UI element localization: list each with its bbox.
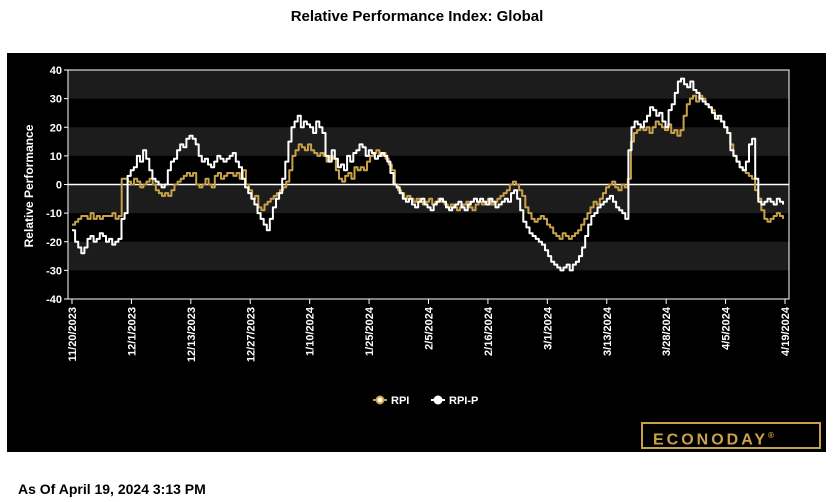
logo-text: ECONODAY	[653, 431, 768, 449]
y-tick-label: -20	[46, 237, 62, 249]
x-tick-label: 12/1/2023	[126, 307, 138, 356]
as-of-timestamp: As Of April 19, 2024 3:13 PM	[18, 481, 206, 497]
legend-label: RPI	[391, 395, 409, 407]
y-tick-label: -10	[46, 208, 62, 220]
series-lines	[72, 77, 784, 272]
registered-mark-icon: ®	[767, 431, 774, 440]
x-axis: 11/20/2023 12/1/2023 12/13/2023 12/27/2023 1…	[67, 299, 792, 362]
y-tick-label: 30	[50, 94, 62, 106]
x-tick-label: 3/1/2024	[542, 306, 554, 350]
x-tick-label: 11/20/2023	[67, 307, 79, 361]
legend: RPI RPI-P	[373, 395, 478, 407]
grid-band	[68, 241, 789, 271]
grid-band	[68, 127, 789, 156]
x-tick-label: 3/28/2024	[661, 306, 673, 356]
legend-marker-icon	[433, 395, 443, 405]
x-tick-label: 3/13/2024	[602, 306, 614, 356]
series-line-rpi	[72, 94, 784, 240]
y-axis-label: Relative Performance	[22, 124, 36, 247]
y-tick-label: 0	[56, 180, 62, 192]
legend-marker-icon	[375, 395, 385, 405]
y-tick-label: 40	[50, 65, 62, 77]
x-tick-label: 4/5/2024	[721, 306, 733, 350]
chart-title: Relative Performance Index: Global	[290, 8, 544, 25]
x-tick-label: 12/13/2023	[186, 307, 198, 362]
series-line-rpi-p	[72, 77, 784, 272]
y-tick-label: -30	[46, 265, 62, 277]
x-tick-label: 4/19/2024	[780, 306, 792, 356]
x-tick-label: 1/25/2024	[364, 306, 376, 356]
x-tick-label: 2/5/2024	[424, 306, 436, 350]
y-tick-label: 20	[50, 122, 62, 134]
y-tick-label: -40	[46, 294, 62, 306]
grid-band	[68, 70, 789, 99]
x-tick-label: 1/10/2024	[305, 306, 317, 356]
x-tick-label: 12/27/2023	[245, 307, 257, 362]
y-tick-label: 10	[50, 151, 62, 163]
y-axis: 40 30 20 10 0 -10 -20 -30 -40	[46, 65, 789, 306]
x-tick-label: 2/16/2024	[483, 306, 495, 356]
legend-label: RPI-P	[449, 395, 478, 407]
econoday-logo: ECONODAY®	[641, 422, 821, 449]
